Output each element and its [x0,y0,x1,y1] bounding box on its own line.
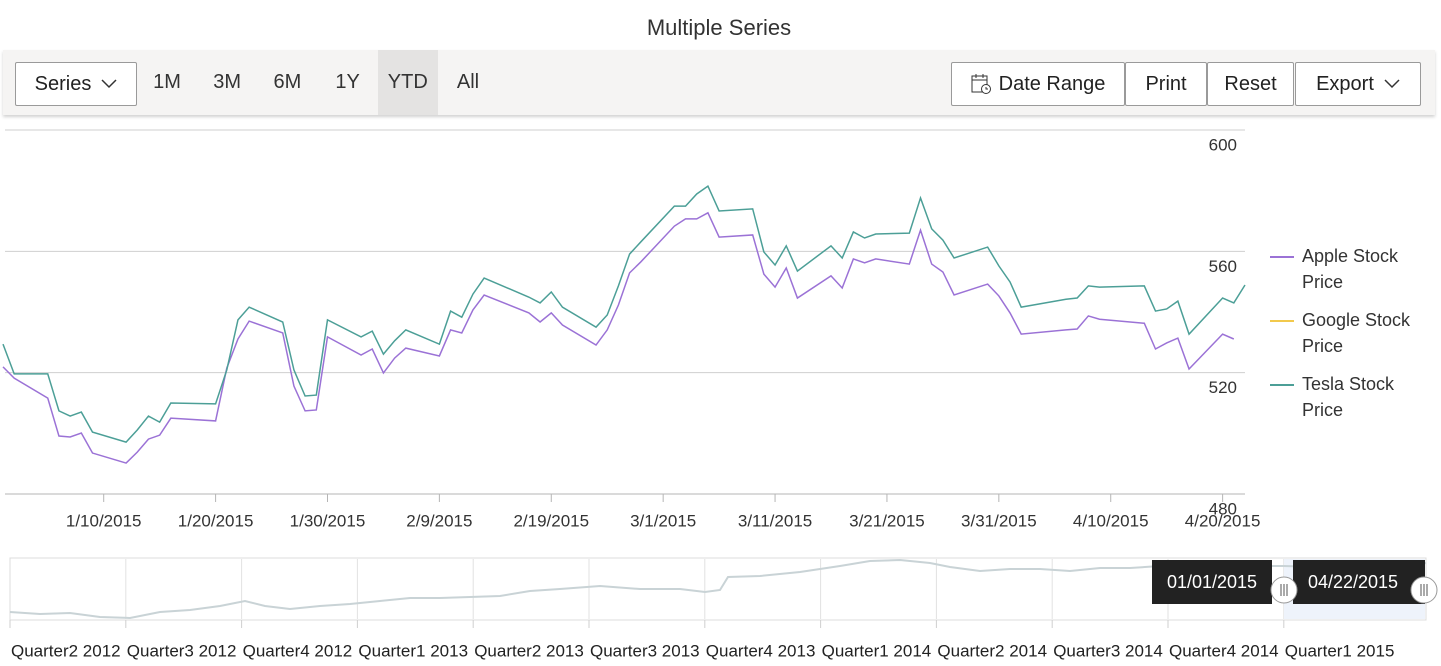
period-button[interactable]: 1M [153,71,181,93]
x-tick-label: 3/21/2015 [849,511,925,530]
action-label: Export [1316,72,1374,95]
x-tick-label: 2/9/2015 [406,511,472,530]
navigator-label: Quarter2 2013 [474,641,584,660]
export-button[interactable]: Export [1295,62,1421,106]
reset-button[interactable]: Reset [1207,62,1294,106]
start-label: 01/01/2015 [1167,572,1257,592]
period-button[interactable]: 3M [213,71,242,93]
legend-swatch [1270,256,1294,258]
end-tooltip [1293,560,1425,604]
legend-item[interactable]: Apple Stock Price [1270,243,1435,307]
x-tick-label: 1/30/2015 [290,511,366,530]
navigator-line [9,558,1427,620]
x-tick-label: 4/10/2015 [1073,511,1149,530]
end-label: 04/22/2015 [1308,572,1398,592]
action-label: Print [1145,72,1187,95]
chevron [101,79,117,89]
plot-area: 480 520 560 600 1/10/2015 1/20/2015 1/30/2015 2… [2,129,1261,530]
y-tick-label: 560 [1209,257,1237,276]
y-tick-label: 600 [1209,135,1237,154]
navigator-label: Quarter1 2015 [1285,641,1395,660]
navigator-label: Quarter3 2012 [127,641,237,660]
navigator: 01/01/2015 04/22/2015 [9,557,1438,628]
navigator-label: Quarter4 2012 [243,641,353,660]
legend-item[interactable]: Google Stock Price [1270,307,1435,371]
x-tick-label: 3/1/2015 [630,511,696,530]
legend-item[interactable]: Tesla Stock Price [1270,371,1435,435]
navigator-label: Quarter4 2014 [1169,641,1279,660]
end-handle[interactable] [1410,576,1438,604]
start-tooltip [1152,560,1272,604]
legend-label: Google Stock Price [1302,310,1411,356]
period-button[interactable]: 1Y [335,71,360,93]
legend-swatch [1270,320,1294,322]
legend-label: Apple Stock Price [1302,246,1399,292]
x-tick-label: 1/20/2015 [178,511,254,530]
print-button[interactable]: Print [1125,62,1207,106]
navigator-label: Quarter2 2014 [937,641,1047,660]
x-tick-label: 3/31/2015 [961,511,1037,530]
series-button-label: Series [34,72,92,95]
date-range-button[interactable]: Date Range [951,62,1125,106]
period-button[interactable]: All [456,71,480,93]
y-tick-label: 520 [1209,378,1237,397]
legend: Apple Stock Price Google Stock Price Tesla… [1270,243,1435,435]
navigator-label: Quarter3 2013 [590,641,700,660]
series-line [2,184,1246,443]
action-label: Reset [1224,72,1277,95]
navigator-label: Quarter1 2013 [358,641,468,660]
navigator-label: Quarter4 2013 [706,641,816,660]
legend-swatch [1270,384,1294,386]
calendar-icon [971,74,991,94]
chart-title: Multiple Series [647,15,791,40]
period-button[interactable]: YTD [377,50,438,115]
series-button[interactable]: Series [15,62,137,106]
action-label: Date Range [998,72,1106,95]
y-tick-label: 480 [1209,499,1237,518]
navigator-label: Quarter2 2012 [11,641,121,660]
toolbar: Series 1M 3M 6M 1Y YTD All Date Range Print R… [3,50,1435,115]
navigator-label: Quarter3 2014 [1053,641,1163,660]
chevron [1384,79,1400,89]
x-tick-label: 3/11/2015 [738,511,812,530]
legend-label: Tesla Stock Price [1302,374,1395,420]
x-tick-label: 2/19/2015 [513,511,589,530]
navigator-grid [9,559,1285,628]
navigator-label: Quarter1 2014 [822,641,932,660]
period-button[interactable]: 6M [273,71,302,93]
series-line [2,211,1235,464]
x-tick-label: 4/20/2015 [1185,511,1261,530]
start-handle[interactable] [1270,576,1298,604]
x-tick-label: 1/10/2015 [66,511,142,530]
